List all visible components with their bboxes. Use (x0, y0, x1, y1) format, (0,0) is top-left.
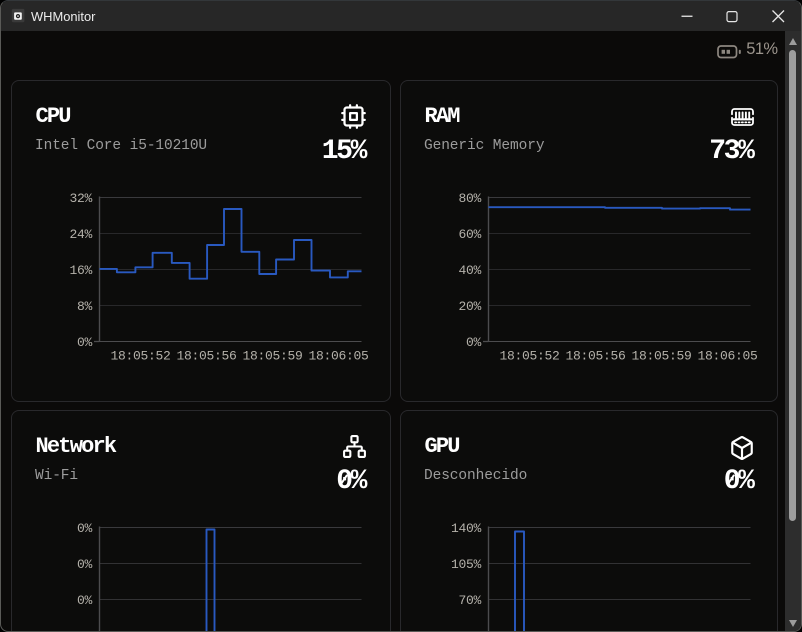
svg-text:40%: 40% (458, 263, 481, 278)
svg-text:0%: 0% (77, 335, 93, 350)
svg-text:18:06:05: 18:06:05 (697, 349, 757, 364)
svg-text:18:06:05: 18:06:05 (308, 349, 368, 364)
svg-text:70%: 70% (458, 593, 481, 608)
svg-text:24%: 24% (69, 227, 92, 242)
svg-text:0%: 0% (77, 629, 93, 632)
svg-text:18:05:52: 18:05:52 (110, 349, 170, 364)
svg-text:32%: 32% (69, 191, 92, 206)
svg-text:105%: 105% (451, 557, 482, 572)
svg-text:60%: 60% (458, 227, 481, 242)
svg-text:18:05:59: 18:05:59 (631, 349, 691, 364)
svg-text:0%: 0% (77, 521, 93, 536)
svg-text:35%: 35% (458, 629, 481, 632)
svg-text:140%: 140% (451, 521, 482, 536)
svg-text:80%: 80% (458, 191, 481, 206)
svg-text:8%: 8% (77, 299, 93, 314)
svg-text:16%: 16% (69, 263, 92, 278)
svg-text:18:05:59: 18:05:59 (242, 349, 302, 364)
svg-text:0%: 0% (77, 557, 93, 572)
svg-text:0%: 0% (466, 335, 482, 350)
svg-text:0%: 0% (77, 593, 93, 608)
svg-text:20%: 20% (458, 299, 481, 314)
svg-text:18:05:56: 18:05:56 (176, 349, 236, 364)
svg-text:18:05:56: 18:05:56 (565, 349, 625, 364)
svg-text:18:05:52: 18:05:52 (499, 349, 559, 364)
